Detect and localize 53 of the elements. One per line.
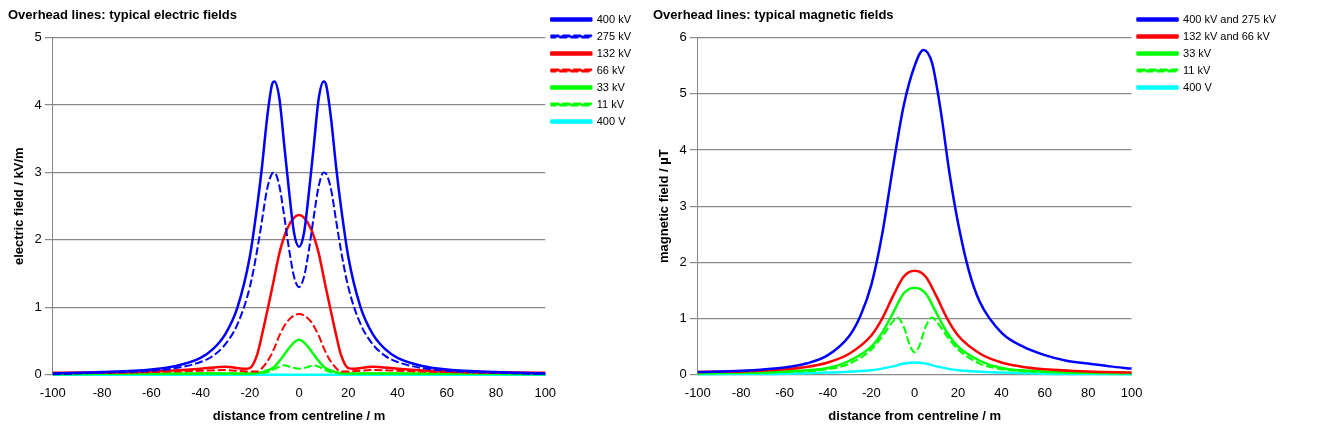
- x-tick-label: 0: [911, 385, 919, 401]
- y-tick-label: 3: [34, 164, 42, 180]
- y-tick-label: 2: [679, 253, 687, 269]
- x-tick-label: 20: [341, 385, 356, 401]
- y-tick-label: 4: [34, 96, 42, 112]
- y-tick-label: 2: [34, 231, 42, 247]
- y-tick-label: 1: [679, 310, 687, 326]
- x-tick-label: 40: [994, 385, 1009, 401]
- legend-label: 400 kV and 275 kV: [1183, 12, 1277, 25]
- x-tick-label: -100: [39, 385, 66, 401]
- legend-label: 66 kV: [596, 63, 626, 76]
- x-tick-label: -20: [240, 385, 260, 401]
- x-tick-label: 60: [1037, 385, 1053, 401]
- x-axis-title: distance from centreline / m: [828, 407, 1002, 423]
- y-tick-label: 0: [34, 366, 42, 382]
- y-tick-label: 1: [34, 298, 42, 314]
- x-tick-label: -40: [818, 385, 838, 401]
- x-tick-label: 60: [439, 385, 454, 401]
- chart-title: Overhead lines: typical magnetic fields: [653, 7, 894, 23]
- legend-label: 33 kV: [596, 80, 626, 93]
- x-tick-label: 20: [950, 385, 966, 401]
- x-tick-label: -80: [731, 385, 751, 401]
- legend-label: 132 kV: [596, 46, 632, 59]
- x-tick-label: 100: [534, 385, 557, 401]
- legend-label: 11 kV: [1183, 63, 1212, 76]
- x-tick-label: -60: [775, 385, 794, 401]
- y-axis-title: magnetic field / µT: [656, 149, 672, 264]
- x-tick-label: 80: [1080, 385, 1096, 401]
- y-axis-title: electric field / kV/m: [11, 147, 27, 266]
- x-axis-title: distance from centreline / m: [212, 407, 386, 423]
- y-tick-label: 5: [34, 29, 42, 45]
- y-tick-label: 0: [679, 366, 687, 382]
- chart-title: Overhead lines: typical electric fields: [8, 7, 238, 23]
- x-tick-label: 100: [1120, 385, 1143, 401]
- x-tick-label: 80: [488, 385, 504, 401]
- x-tick-label: -100: [684, 385, 711, 401]
- legend-label: 400 V: [596, 114, 627, 127]
- x-tick-label: 0: [295, 385, 303, 401]
- x-tick-label: -20: [861, 385, 881, 401]
- legend-label: 33 kV: [1183, 46, 1212, 59]
- legend-label: 275 kV: [596, 29, 632, 42]
- legend-label: 11 kV: [596, 97, 625, 110]
- legend-label: 400 V: [1183, 80, 1213, 93]
- y-tick-label: 3: [679, 197, 687, 213]
- x-tick-label: -80: [92, 385, 112, 401]
- y-tick-label: 5: [679, 85, 687, 101]
- x-tick-label: 40: [390, 385, 405, 401]
- legend-label: 132 kV and 66 kV: [1183, 29, 1271, 42]
- x-tick-label: -60: [141, 385, 161, 401]
- y-tick-label: 4: [679, 141, 687, 157]
- x-tick-label: -40: [191, 385, 210, 401]
- legend-label: 400 kV: [596, 12, 632, 25]
- y-tick-label: 6: [679, 29, 687, 45]
